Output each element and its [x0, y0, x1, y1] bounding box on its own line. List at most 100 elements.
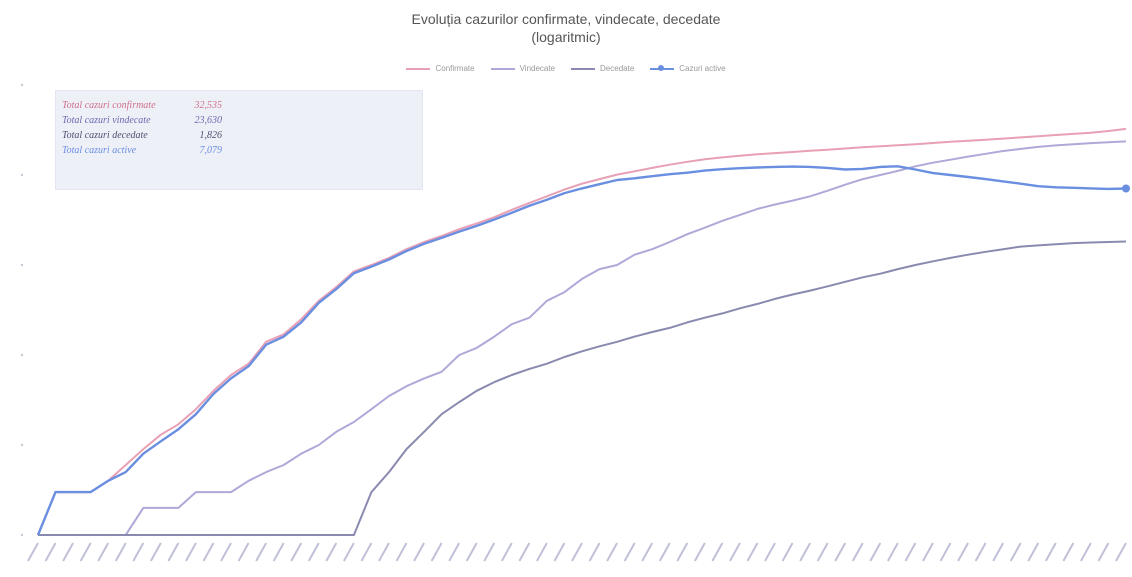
x-tick-label-mark [1115, 542, 1127, 562]
series-line-confirmate [37, 127, 1127, 536]
legend-swatch-vindecate [490, 67, 515, 70]
x-tick-label-mark [97, 542, 110, 562]
legend-label-confirmate: Confirmate [435, 64, 475, 73]
totals-box: Total cazuri confirmate 32,535 Total caz… [55, 90, 423, 190]
x-tick-label-mark [729, 542, 741, 562]
x-tick-label-mark [957, 542, 969, 562]
chart-title-line2: (logaritmic) [531, 29, 601, 45]
total-row-decedate: Total cazuri decedate 1,826 [62, 128, 222, 143]
total-row-confirmate: Total cazuri confirmate 32,535 [62, 98, 222, 113]
x-tick-label-mark [536, 542, 548, 562]
legend-item-active: Cazuri active [650, 64, 726, 73]
x-tick-label-mark [1097, 542, 1110, 562]
x-tick-label-mark [342, 542, 355, 562]
legend-label-active: Cazuri active [679, 64, 726, 73]
x-tick-label-mark [202, 542, 215, 562]
x-tick-label-mark [114, 542, 127, 562]
x-tick-label-mark [79, 542, 92, 562]
chart-title-line1: Evoluția cazurilor confirmate, vindecate… [411, 11, 721, 27]
y-tick-mark [20, 173, 24, 177]
x-tick-label-mark [781, 542, 794, 562]
total-value-active: 7,079 [199, 145, 223, 156]
x-tick-label-mark [886, 542, 899, 562]
x-tick-label-mark [167, 542, 180, 562]
x-tick-label-mark [1062, 542, 1075, 562]
x-tick-label-mark [746, 542, 759, 562]
x-tick-label-mark [1080, 542, 1092, 562]
x-tick-label-mark [430, 542, 443, 562]
legend-swatch-confirmate [406, 67, 431, 70]
x-tick-label-mark [658, 542, 671, 562]
x-tick-label-mark [834, 542, 847, 562]
x-tick-label-mark [483, 542, 496, 562]
x-tick-label-mark [290, 542, 303, 562]
x-tick-label-mark [974, 542, 987, 562]
x-tick-label-mark [641, 542, 654, 562]
chart-title: Evoluția cazurilor confirmate, vindecate… [0, 10, 1132, 46]
x-tick-label-mark [237, 542, 250, 562]
x-tick-label-mark [413, 542, 425, 562]
legend-swatch-active [650, 64, 675, 71]
total-row-vindecate: Total cazuri vindecate 23,630 [62, 113, 222, 128]
total-label-vindecate: Total cazuri vindecate [62, 115, 151, 126]
x-tick-label-mark [132, 542, 145, 562]
series-line-cazuri-active [36, 165, 1127, 536]
total-label-confirmate: Total cazuri confirmate [62, 100, 156, 111]
series-end-marker [1122, 184, 1130, 193]
x-tick-label-mark [553, 542, 566, 562]
x-tick-label-mark [816, 542, 829, 562]
x-tick-label-mark [1027, 542, 1040, 562]
x-tick-label-mark [378, 542, 390, 562]
legend-item-confirmate: Confirmate [406, 64, 475, 73]
x-tick-label-mark [939, 542, 952, 562]
x-tick-label-mark [588, 542, 601, 562]
x-tick-label-mark [325, 542, 338, 562]
x-tick-label-mark [272, 542, 285, 562]
x-tick-label-mark [676, 542, 689, 562]
x-tick-label-mark [1009, 542, 1022, 562]
chart-legend: Confirmate Vindecate Decedate Cazuri act… [0, 64, 1132, 73]
series-line-vindecate [38, 140, 1127, 536]
x-tick-label-mark [623, 542, 636, 562]
x-tick-label-mark [395, 542, 408, 562]
x-tick-label-mark [571, 542, 583, 562]
y-tick-mark [20, 443, 24, 447]
total-value-decedate: 1,826 [199, 130, 223, 141]
x-tick-label-mark [922, 542, 934, 562]
x-tick-label-mark [149, 542, 162, 562]
x-tick-label-mark [904, 542, 917, 562]
x-tick-label-mark [693, 542, 706, 562]
y-tick-mark [20, 83, 24, 87]
x-tick-label-mark [799, 542, 812, 562]
x-tick-label-mark [1044, 542, 1057, 562]
x-tick-label-mark [185, 542, 197, 562]
y-tick-mark [20, 263, 24, 267]
x-tick-label-mark [62, 542, 74, 562]
x-tick-label-mark [255, 542, 268, 562]
y-tick-mark [20, 353, 24, 357]
x-tick-label-mark [518, 542, 531, 562]
legend-swatch-decedate [571, 67, 596, 70]
legend-item-decedate: Decedate [571, 64, 634, 73]
x-tick-label-mark [869, 542, 882, 562]
series-line-decedate [38, 240, 1127, 536]
x-tick-label-mark [711, 542, 724, 562]
legend-label-vindecate: Vindecate [519, 64, 556, 73]
x-tick-label-mark [220, 542, 232, 562]
total-value-vindecate: 23,630 [194, 115, 223, 126]
total-label-decedate: Total cazuri decedate [62, 130, 148, 141]
x-tick-label-mark [500, 542, 513, 562]
x-tick-label-mark [27, 542, 39, 562]
x-tick-label-mark [307, 542, 320, 562]
x-tick-label-mark [764, 542, 776, 562]
x-tick-label-mark [851, 542, 864, 562]
x-tick-label-mark [465, 542, 478, 562]
y-tick-mark [20, 533, 24, 537]
x-tick-label-mark [606, 542, 618, 562]
x-tick-label-mark [992, 542, 1005, 562]
x-tick-label-mark [448, 542, 461, 562]
legend-item-vindecate: Vindecate [490, 64, 556, 73]
x-tick-label-mark [44, 542, 57, 562]
total-value-confirmate: 32,535 [194, 100, 223, 111]
